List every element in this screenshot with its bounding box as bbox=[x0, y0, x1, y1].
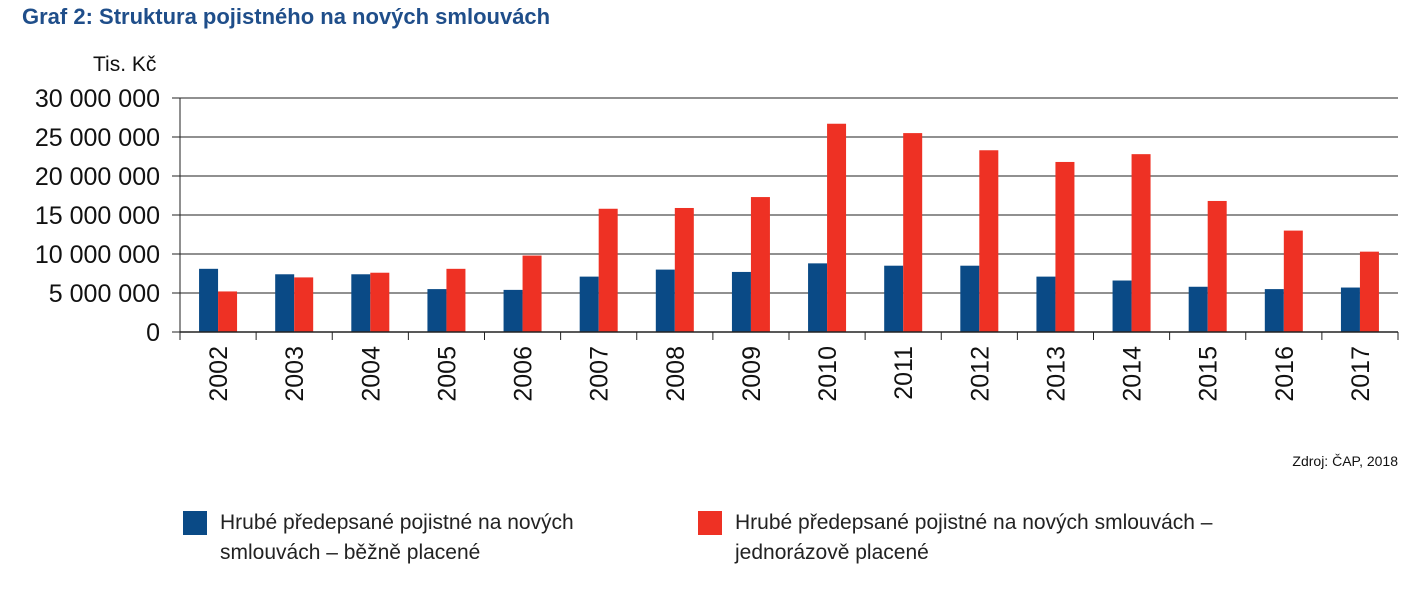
bar-single-2009 bbox=[750, 197, 770, 332]
bar-single-2007 bbox=[598, 208, 618, 332]
legend-text-single-line2: jednorázově placené bbox=[735, 541, 929, 564]
chart-title: Graf 2: Struktura pojistného na nových s… bbox=[22, 4, 551, 29]
legend-text-single-line1: Hrubé předepsané pojistné na nových smlo… bbox=[735, 511, 1213, 534]
bar-regular-2009 bbox=[731, 271, 751, 332]
bar-regular-2005 bbox=[427, 289, 447, 332]
y-tick-label: 10 000 000 bbox=[35, 241, 160, 269]
bar-regular-2015 bbox=[1188, 286, 1208, 332]
x-tick-label-2013: 2013 bbox=[1042, 346, 1070, 402]
bar-single-2014 bbox=[1131, 154, 1151, 332]
x-tick-label-2016: 2016 bbox=[1271, 346, 1299, 402]
y-axis-unit-label: Tis. Kč bbox=[93, 53, 156, 76]
legend-text-regular: Hrubé předepsané pojistné na nových smlo… bbox=[220, 508, 574, 568]
bar-single-2016 bbox=[1283, 230, 1303, 332]
x-tick-label-2008: 2008 bbox=[662, 346, 690, 402]
x-tick-label-2002: 2002 bbox=[205, 346, 233, 402]
bar-regular-2012 bbox=[960, 265, 980, 332]
x-tick-label-2007: 2007 bbox=[586, 346, 614, 402]
x-tick-label-2010: 2010 bbox=[814, 346, 842, 402]
legend-text-single: Hrubé předepsané pojistné na nových smlo… bbox=[735, 508, 1212, 568]
legend-text-regular-line2: smlouvách – běžně placené bbox=[220, 541, 481, 564]
legend-text-regular-line1: Hrubé předepsané pojistné na nových bbox=[220, 511, 574, 534]
bar-single-2004 bbox=[370, 272, 390, 332]
bar-single-2006 bbox=[522, 255, 542, 332]
axes bbox=[179, 98, 1399, 340]
bar-regular-2017 bbox=[1340, 287, 1360, 332]
bar-single-2008 bbox=[674, 207, 694, 332]
x-tick-labels: 2002 2003 2004 2005 2006 2007 2008 2009 2010 2011… bbox=[205, 346, 1375, 402]
bar-single-2005 bbox=[446, 268, 466, 332]
x-tick-label-2009: 2009 bbox=[738, 346, 766, 402]
bar-regular-2016 bbox=[1264, 289, 1284, 332]
bar-regular-2013 bbox=[1036, 276, 1056, 332]
bar-single-2003 bbox=[294, 277, 314, 332]
y-tick-labels: 0 5 000 000 10 000 000 15 000 000 20 000 000… bbox=[35, 85, 160, 347]
y-tick-label: 0 bbox=[146, 319, 160, 347]
bar-regular-2011 bbox=[884, 265, 904, 332]
bar-regular-2008 bbox=[655, 269, 675, 332]
x-tick-label-2011: 2011 bbox=[890, 346, 918, 400]
source-note: Zdroj: ČAP, 2018 bbox=[1292, 453, 1398, 469]
y-tick-label: 15 000 000 bbox=[35, 202, 160, 230]
x-tick-label-2005: 2005 bbox=[433, 346, 461, 402]
bar-regular-2007 bbox=[579, 276, 599, 332]
x-tick-label-2014: 2014 bbox=[1119, 346, 1147, 402]
y-tick-label: 5 000 000 bbox=[49, 280, 160, 308]
bar-regular-2010 bbox=[808, 263, 828, 332]
bar-regular-2003 bbox=[275, 274, 295, 332]
x-tick-label-2012: 2012 bbox=[966, 346, 994, 402]
bar-single-2010 bbox=[827, 123, 847, 333]
bar-regular-2004 bbox=[351, 274, 371, 332]
x-tick-label-2004: 2004 bbox=[357, 346, 385, 402]
y-tick-label: 30 000 000 bbox=[35, 85, 160, 113]
bar-single-2017 bbox=[1359, 251, 1379, 332]
x-tick-label-2015: 2015 bbox=[1195, 346, 1223, 402]
bar-regular-2002 bbox=[199, 268, 219, 332]
bars bbox=[199, 123, 1379, 333]
bar-single-2011 bbox=[903, 133, 923, 332]
bar-single-2012 bbox=[979, 150, 999, 332]
legend-item-regular: Hrubé předepsané pojistné na nových smlo… bbox=[183, 508, 574, 568]
y-tick-label: 25 000 000 bbox=[35, 124, 160, 152]
bar-single-2013 bbox=[1055, 161, 1075, 332]
legend-swatch-single bbox=[698, 511, 722, 535]
x-tick-label-2006: 2006 bbox=[510, 346, 538, 402]
y-tick-label: 20 000 000 bbox=[35, 163, 160, 191]
legend-item-single: Hrubé předepsané pojistné na nových smlo… bbox=[698, 508, 1212, 568]
legend-swatch-regular bbox=[183, 511, 207, 535]
bar-regular-2014 bbox=[1112, 280, 1132, 332]
bar-single-2015 bbox=[1207, 200, 1227, 332]
x-tick-label-2017: 2017 bbox=[1347, 346, 1375, 402]
bar-single-2002 bbox=[218, 291, 238, 332]
bar-regular-2006 bbox=[503, 289, 523, 332]
x-tick-label-2003: 2003 bbox=[281, 346, 309, 402]
